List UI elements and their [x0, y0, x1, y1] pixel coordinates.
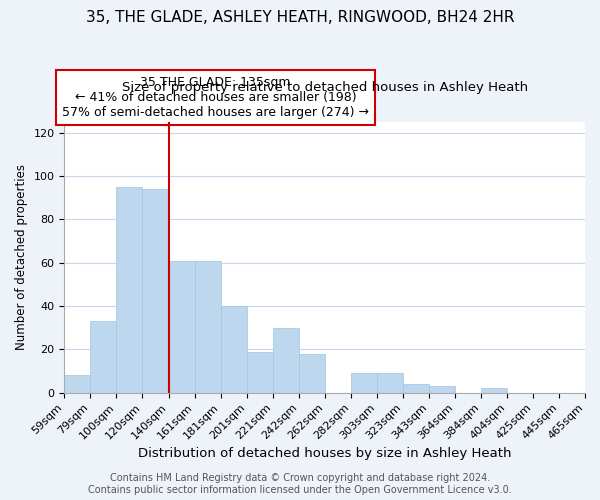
- Bar: [247, 352, 272, 393]
- Bar: [481, 388, 507, 392]
- Bar: [91, 321, 116, 392]
- Bar: [429, 386, 455, 392]
- Bar: [64, 376, 91, 392]
- Bar: [377, 373, 403, 392]
- X-axis label: Distribution of detached houses by size in Ashley Heath: Distribution of detached houses by size …: [138, 447, 511, 460]
- Text: 35 THE GLADE: 135sqm
← 41% of detached houses are smaller (198)
57% of semi-deta: 35 THE GLADE: 135sqm ← 41% of detached h…: [62, 76, 369, 119]
- Text: 35, THE GLADE, ASHLEY HEATH, RINGWOOD, BH24 2HR: 35, THE GLADE, ASHLEY HEATH, RINGWOOD, B…: [86, 10, 514, 25]
- Bar: [351, 373, 377, 392]
- Bar: [403, 384, 429, 392]
- Bar: [272, 328, 299, 392]
- Bar: [116, 187, 142, 392]
- Bar: [142, 189, 169, 392]
- Bar: [221, 306, 247, 392]
- Text: Contains HM Land Registry data © Crown copyright and database right 2024.
Contai: Contains HM Land Registry data © Crown c…: [88, 474, 512, 495]
- Bar: [194, 260, 221, 392]
- Y-axis label: Number of detached properties: Number of detached properties: [15, 164, 28, 350]
- Bar: [299, 354, 325, 393]
- Title: Size of property relative to detached houses in Ashley Heath: Size of property relative to detached ho…: [122, 82, 528, 94]
- Bar: [169, 260, 194, 392]
